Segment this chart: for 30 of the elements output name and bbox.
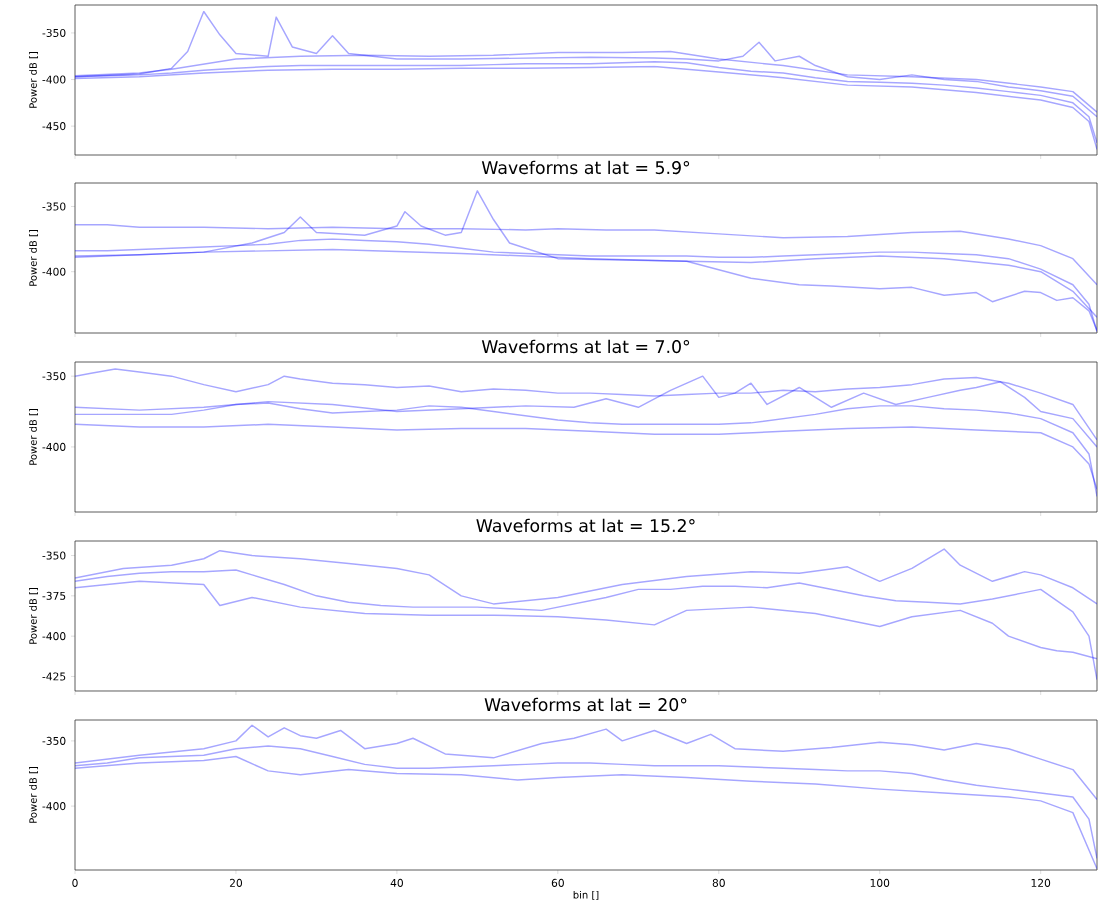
y-tick-label: -450 <box>42 122 66 131</box>
y-tick-label: -350 <box>42 372 66 381</box>
y-tick-label: -350 <box>42 202 66 211</box>
y-tick-label: -350 <box>42 736 66 745</box>
y-axis-title: Power dB [] <box>29 409 38 465</box>
y-tick-label: -375 <box>42 591 66 600</box>
chart-title: Waveforms at lat = 5.9° <box>481 160 690 175</box>
x-tick-label: 100 <box>870 878 890 887</box>
x-tick-label: 60 <box>551 878 564 887</box>
y-tick-label: -400 <box>42 442 66 451</box>
y-tick-label: -400 <box>42 802 66 811</box>
y-tick-label: -400 <box>42 632 66 641</box>
y-axis-title: Power dB [] <box>29 52 38 108</box>
x-tick-label: 120 <box>1031 878 1051 887</box>
x-tick-label: 0 <box>72 878 78 887</box>
x-tick-label: 80 <box>712 878 725 887</box>
x-tick-label: 20 <box>229 878 243 887</box>
x-tick-label: 40 <box>390 878 403 887</box>
y-tick-label: -400 <box>42 75 66 84</box>
y-axis-title: Power dB [] <box>29 230 38 286</box>
y-tick-label: -350 <box>42 28 66 37</box>
y-tick-label: -425 <box>42 672 66 681</box>
y-axis-title: Power dB [] <box>29 767 38 823</box>
chart-title: Waveforms at lat = 15.2° <box>476 518 695 533</box>
chart-title: Waveforms at lat = 7.0° <box>481 339 690 354</box>
chart-title: Waveforms at lat = 20° <box>484 697 687 712</box>
x-axis-title: bin [] <box>573 890 599 900</box>
y-tick-label: -400 <box>42 267 66 276</box>
y-tick-label: -350 <box>42 551 66 560</box>
y-axis-title: Power dB [] <box>29 588 38 644</box>
